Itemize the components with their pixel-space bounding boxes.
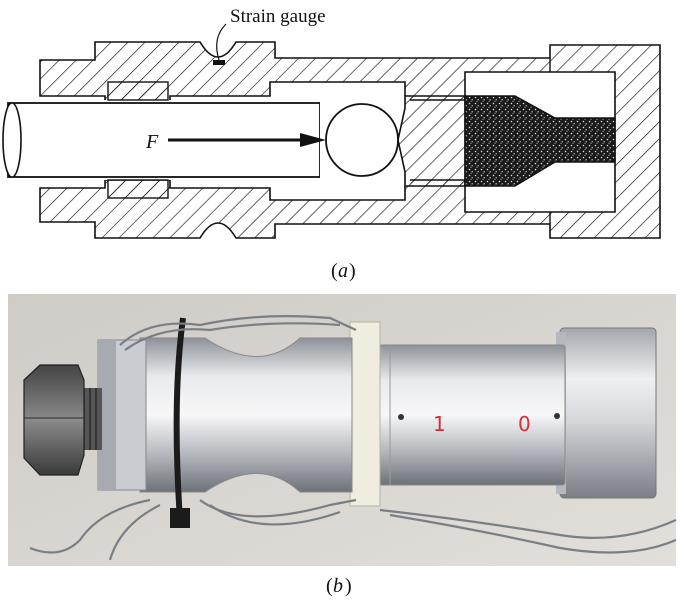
sleeve-bottom bbox=[107, 179, 169, 199]
caption-b-letter: b bbox=[333, 575, 343, 597]
photograph bbox=[8, 294, 677, 566]
end-cap bbox=[559, 327, 657, 499]
lead-wires bbox=[29, 315, 677, 561]
caption-a-letter: a bbox=[338, 260, 348, 282]
housing-upper-wall bbox=[39, 41, 661, 239]
force-label: F bbox=[145, 131, 159, 153]
strain-gauge-pad bbox=[213, 60, 225, 65]
rod-end-ellipse bbox=[2, 102, 22, 178]
plastic-collar bbox=[349, 321, 381, 507]
force-arrow-head bbox=[300, 133, 326, 147]
seat-block bbox=[397, 95, 466, 187]
caption-b-close: ) bbox=[345, 575, 352, 597]
marker-label-1: 1 bbox=[433, 412, 446, 436]
cross-section-drawing bbox=[0, 23, 661, 239]
granular-fill bbox=[464, 95, 616, 187]
caption-a-open: ( bbox=[331, 260, 338, 282]
strain-gauge-leader bbox=[216, 23, 227, 61]
strain-gauge-label: Strain gauge bbox=[230, 6, 326, 27]
main-cylinder bbox=[374, 344, 566, 486]
screw-right bbox=[554, 413, 560, 419]
cable-tie-head bbox=[170, 508, 190, 528]
caption-a-close: ) bbox=[349, 260, 356, 282]
cable-tie bbox=[173, 317, 186, 521]
gauge-body bbox=[139, 337, 353, 493]
marker-label-0: 0 bbox=[518, 412, 531, 436]
sleeve-top bbox=[107, 81, 169, 101]
hex-nut bbox=[23, 364, 85, 476]
ball bbox=[325, 103, 399, 177]
screw-left bbox=[398, 414, 404, 420]
caption-b-open: ( bbox=[326, 575, 333, 597]
